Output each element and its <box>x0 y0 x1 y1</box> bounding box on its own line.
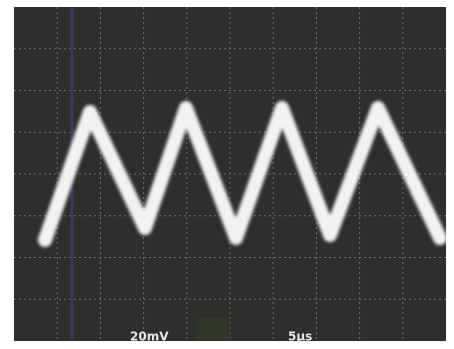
time-per-div-label: 5µs <box>288 330 312 344</box>
page: 20mV 5µs (() => { const data = JSON.pars… <box>0 0 454 349</box>
smudge <box>196 318 230 340</box>
oscilloscope-screenshot: 20mV 5µs <box>0 0 454 349</box>
volts-per-div-label: 20mV <box>130 330 169 344</box>
